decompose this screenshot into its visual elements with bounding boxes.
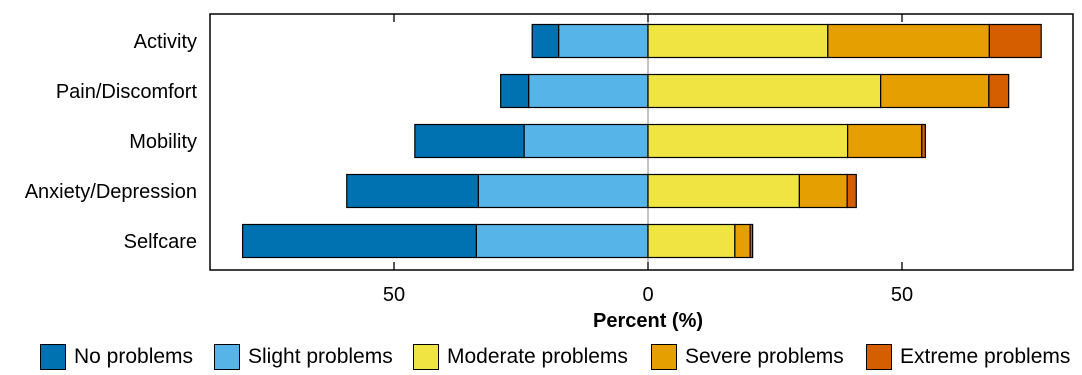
bar-slight-problems (528, 73, 649, 109)
x-tick-label: 50 (383, 284, 405, 306)
legend-item: Slight problems (214, 344, 393, 370)
bar-slight-problems (475, 223, 649, 259)
bar-no-problems (531, 23, 560, 59)
legend-label: No problems (74, 345, 194, 368)
bar-slight-problems (523, 123, 649, 159)
bars-group (242, 23, 1042, 259)
category-label: Pain/Discomfort (56, 81, 198, 103)
legend-swatch (651, 344, 677, 370)
x-tick-label: 0 (642, 284, 653, 306)
legend-item: No problems (40, 344, 193, 370)
bar-moderate-problems (647, 173, 800, 209)
category-label: Activity (134, 31, 197, 53)
x-tick-label: 50 (891, 284, 913, 306)
bar-severe-problems (847, 123, 923, 159)
legend-label: Slight problems (248, 345, 393, 368)
bar-moderate-problems (647, 73, 882, 109)
bar-moderate-problems (647, 123, 849, 159)
bar-extreme-problems (988, 23, 1042, 59)
category-label: Mobility (129, 131, 197, 153)
category-labels-group: Activity Pain/Discomfort Mobility Anxiety/D… (25, 31, 198, 253)
legend-swatch (866, 344, 892, 370)
bar-severe-problems (880, 73, 990, 109)
x-ticks-group: 50 0 50 (383, 14, 913, 306)
bar-extreme-problems (921, 123, 926, 159)
legend-swatch (214, 344, 240, 370)
chart-svg: 50 0 50 Activity Pain/Discomfort Mobility Anx… (25, 13, 1074, 332)
bar-moderate-problems (647, 223, 736, 259)
x-axis-label: Percent (%) (593, 310, 703, 332)
category-label: Selfcare (124, 231, 197, 253)
legend-swatch (40, 344, 66, 370)
bar-slight-problems (557, 23, 649, 59)
bar-no-problems (414, 123, 525, 159)
legend-swatch (413, 344, 439, 370)
category-label: Anxiety/Depression (25, 181, 197, 203)
bar-severe-problems (827, 23, 990, 59)
bar-no-problems (500, 73, 530, 109)
bar-slight-problems (477, 173, 649, 209)
bar-no-problems (242, 223, 477, 259)
legend-label: Moderate problems (447, 345, 628, 368)
legend-item: Extreme problems (866, 344, 1070, 370)
plot-frame (209, 13, 1074, 271)
bar-moderate-problems (647, 23, 829, 59)
legend-label: Extreme problems (900, 345, 1071, 368)
bar-extreme-problems (846, 173, 857, 209)
bar-extreme-problems (749, 223, 754, 259)
bar-no-problems (346, 173, 479, 209)
bar-extreme-problems (988, 73, 1010, 109)
legend-label: Severe problems (685, 345, 844, 368)
bar-severe-problems (798, 173, 848, 209)
legend-item: Moderate problems (413, 344, 628, 370)
bar-severe-problems (734, 223, 751, 259)
legend: No problems Slight problems Moderate probl… (0, 340, 1082, 375)
legend-item: Severe problems (651, 344, 844, 370)
